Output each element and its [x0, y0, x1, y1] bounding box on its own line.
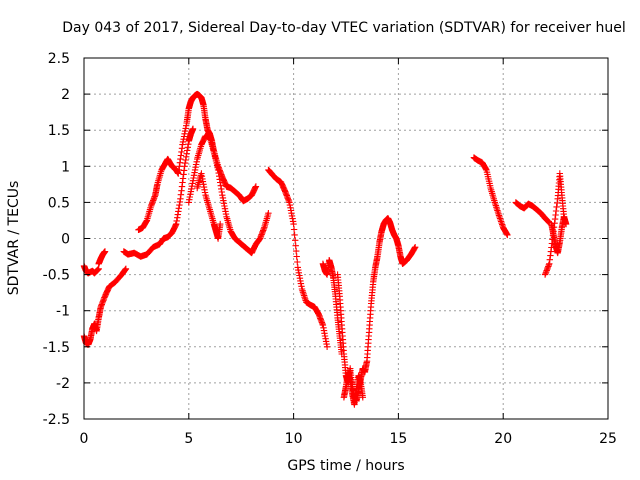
x-tick-label: 15 [389, 431, 407, 447]
data-point [494, 207, 500, 213]
trace-6 [186, 133, 272, 256]
data-point [300, 289, 306, 295]
x-tick-label: 25 [599, 431, 617, 447]
data-point [496, 214, 502, 220]
trace-8 [265, 167, 330, 350]
x-tick-label: 10 [285, 431, 303, 447]
x-tick-label: 0 [80, 431, 89, 447]
x-tick-label: 5 [184, 431, 193, 447]
trace-2 [81, 266, 129, 348]
trace-12 [471, 154, 511, 238]
trace-7 [194, 170, 223, 241]
y-tick-label: 2 [61, 87, 70, 103]
sdtvar-chart: Day 043 of 2017, Sidereal Day-to-day VTE… [0, 0, 640, 480]
y-tick-label: 0.5 [48, 195, 70, 211]
y-tick-label: 1 [61, 159, 70, 175]
data-point [294, 253, 300, 259]
y-tick-label: -2.5 [43, 412, 70, 428]
x-axis-label: GPS time / hours [287, 458, 404, 474]
y-tick-label: 1.5 [48, 123, 70, 139]
trace-3 [96, 248, 109, 267]
data-point [174, 218, 180, 224]
x-tick-label: 20 [494, 431, 512, 447]
data-point [553, 204, 559, 210]
y-tick-label: -1.5 [43, 340, 70, 356]
y-tick-label: -0.5 [43, 268, 70, 284]
trace-13 [513, 199, 553, 226]
chart-title: Day 043 of 2017, Sidereal Day-to-day VTE… [62, 20, 625, 36]
y-tick-label: 2.5 [48, 51, 70, 67]
data-point [176, 205, 182, 211]
y-tick-labels: -2.5 -2 -1.5 -1 -0.5 0 0.5 1 1.5 2 2.5 [43, 51, 70, 428]
data-point [178, 152, 184, 158]
y-axis-label: SDTVAR / TECUs [6, 181, 22, 296]
data-point [180, 175, 186, 181]
data-point [547, 257, 553, 263]
data-points [81, 91, 570, 408]
data-point [291, 232, 297, 238]
y-tick-label: -1 [56, 304, 70, 320]
x-tick-labels: 0 5 10 15 20 25 [80, 431, 617, 447]
data-point [498, 220, 504, 226]
y-tick-label: 0 [61, 232, 70, 248]
data-point [492, 201, 498, 207]
y-tick-label: -2 [56, 376, 70, 392]
data-point [178, 192, 184, 198]
